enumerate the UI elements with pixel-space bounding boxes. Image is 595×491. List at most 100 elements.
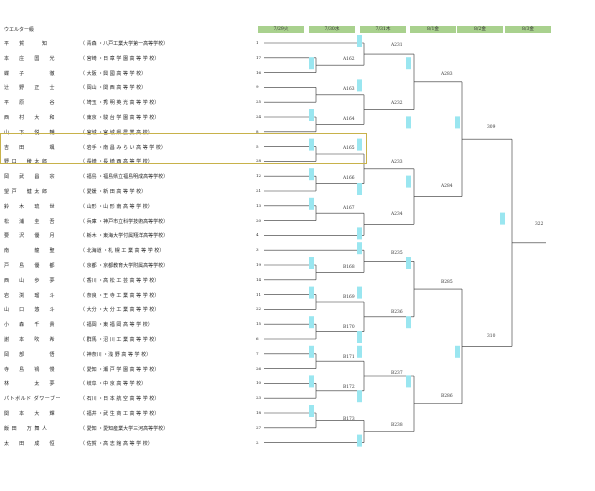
match-label: A163 <box>343 87 355 92</box>
seed-number: 24 <box>256 114 262 119</box>
player-row: 小 森 千 貴 （ 福岡 ・東 福 岡 高 等 学 校） 15 <box>4 318 266 330</box>
progress-marker <box>357 345 362 358</box>
player-name: 南 龍 聖 <box>4 248 56 255</box>
player-row: 西 山 歩 夢 （ 香川 ・高 松 工 芸 高 等 学 校） 14 <box>4 274 266 286</box>
player-name: 林 太 夢 <box>4 381 56 388</box>
player-row: 太 田 成 恒 （ 佐賀 ・高 志 館 高 等 学 校） 2 <box>4 437 266 449</box>
date-header-6: 8/3金 <box>505 26 551 33</box>
player-row: 林 太 夢 （ 岐阜 ・中 京 高 等 学 校） 10 <box>4 377 266 389</box>
progress-marker <box>309 138 314 151</box>
progress-marker <box>357 286 362 299</box>
player-row: 飯 田 万 舞 人 （ 愛知 ・愛知産業大学三河高等学校） 27 <box>4 422 266 434</box>
player-school: （ 岐阜 ・中 京 高 等 学 校） <box>80 381 147 388</box>
seed-number: 21 <box>256 188 262 193</box>
match-label: B168 <box>343 265 355 270</box>
match-label: B286 <box>441 394 453 399</box>
player-school: （ 山形 ・山 形 南 高 等 学 校） <box>80 203 153 210</box>
match-label: B285 <box>441 280 453 285</box>
seed-number: 27 <box>256 424 262 430</box>
player-row: 野 口 稜 太 郎 （ 長崎 ・長 崎 西 高 等 学 校） 28 <box>4 155 266 167</box>
match-label: A234 <box>391 212 403 217</box>
match-label: A284 <box>441 184 453 189</box>
player-row: 関 本 大 輝 （ 福井 ・武 生 商 工 高 等 学 校） 18 <box>4 407 266 419</box>
seed-number: 15 <box>256 321 262 327</box>
player-school: （ 京都 ・京都教育大学附属高等学校） <box>80 263 169 269</box>
player-school: （ 愛知 ・瀬 戸 学 園 高 等 学 校） <box>80 366 160 373</box>
progress-marker <box>357 390 362 403</box>
player-school: （ 岡山 ・関 西 高 等 学 校） <box>80 85 147 92</box>
progress-marker <box>455 345 460 358</box>
highlight-box <box>0 133 367 164</box>
seed-number: 13 <box>256 202 262 208</box>
match-label: A162 <box>343 57 355 62</box>
match-label: B169 <box>343 295 355 300</box>
player-name: 太 田 成 恒 <box>4 440 56 447</box>
player-row: 本 庄 国 光 （ 宮崎 ・日 章 学 園 高 等 学 校） 17 <box>4 52 266 64</box>
player-row: 寺 島 鴇 慢 （ 愛知 ・瀬 戸 学 園 高 等 学 校） 26 <box>4 363 266 375</box>
progress-marker <box>406 316 411 329</box>
match-label: 309 <box>487 125 496 130</box>
progress-marker <box>309 168 314 181</box>
player-school: （ 神奈川 ・浅 野 高 等 学 校） <box>80 351 152 358</box>
date-header-4: 8/1金 <box>410 26 456 33</box>
seed-number: 9 <box>256 84 259 90</box>
player-row: 松 浦 圭 吾 （ 兵庫 ・神戸市立科学技術高等学校） 20 <box>4 215 266 227</box>
progress-marker <box>357 331 362 343</box>
division-title: ウエルター級 <box>4 27 35 33</box>
player-name: 山 下 悦 輔 <box>4 129 56 136</box>
match-label: 322 <box>535 222 544 227</box>
progress-marker <box>357 183 362 195</box>
seed-number: 8 <box>256 128 259 134</box>
player-name: 吉 田 颯 <box>4 144 56 151</box>
player-school: （ 長崎 ・長 崎 西 高 等 学 校） <box>80 159 153 166</box>
player-school: （ 北海道 ・札 幌 工 業 高 等 学 校） <box>80 248 165 255</box>
player-school: （ 青森 ・八戸工業大学第一高等学校） <box>80 41 169 47</box>
seed-number: 4 <box>256 232 259 238</box>
player-row: 岡 武 昌 宗 （ 福島 ・福島県立福島明成高等学校） 12 <box>4 170 266 182</box>
seed-number: 25 <box>256 99 262 105</box>
progress-marker <box>309 286 314 299</box>
player-name: 岩 渕 瑠 斗 <box>4 292 56 299</box>
progress-marker <box>406 116 411 129</box>
player-name: 平 原 谷 <box>4 100 56 107</box>
match-label: A283 <box>441 72 453 77</box>
player-row: 謝 本 吹 希 （ 群馬 ・沼 川 工 業 高 等 学 校） 6 <box>4 333 266 345</box>
player-row: 平 賀 知 （ 青森 ・八戸工業大学第一高等学校） 1 <box>4 37 266 49</box>
player-name: 辻 野 正 士 <box>4 85 56 92</box>
progress-marker <box>309 345 314 358</box>
progress-marker <box>309 109 314 121</box>
player-name: パトボルド ダワーブー <box>4 396 61 403</box>
player-name: 謝 本 吹 希 <box>4 337 56 343</box>
match-label: A232 <box>391 101 403 106</box>
match-label: A233 <box>391 160 403 165</box>
progress-marker <box>357 434 362 447</box>
match-label: A231 <box>391 43 403 48</box>
player-name: 岡 武 昌 宗 <box>4 174 56 181</box>
player-name: 平 賀 知 <box>4 41 48 47</box>
match-label: B236 <box>391 310 403 315</box>
seed-number: 14 <box>256 276 262 282</box>
date-header-2: 7/30水 <box>309 26 355 33</box>
player-row: 山 下 悦 輔 （ 宮城 ・宮 城 県 農 業 高 校） 8 <box>4 126 266 138</box>
progress-marker <box>309 405 314 417</box>
player-name: 西 山 歩 夢 <box>4 277 56 284</box>
progress-marker <box>406 257 411 269</box>
player-row: 山 口 悠 斗 （ 大分 ・大 分 工 業 高 等 学 校） 22 <box>4 303 266 315</box>
player-row: 要 沢 優 月 （ 栃木 ・東海大学付属翔洋高等学校） 4 <box>4 229 266 241</box>
player-name: 蝶 子 徹 <box>4 70 56 77</box>
date-header-3: 7/31木 <box>360 26 406 33</box>
progress-marker <box>500 212 505 225</box>
seed-number: 2 <box>256 439 259 445</box>
player-school: （ 福井 ・武 生 商 工 高 等 学 校） <box>80 411 160 417</box>
player-school: （ 宮崎 ・日 章 学 園 高 等 学 校） <box>80 55 160 62</box>
seed-number: 20 <box>256 217 262 223</box>
player-row: 岡 部 悟 （ 神奈川 ・浅 野 高 等 学 校） 7 <box>4 348 266 360</box>
progress-marker <box>455 116 460 129</box>
seed-number: 28 <box>256 158 262 164</box>
progress-marker <box>309 57 314 70</box>
match-label: B171 <box>343 355 355 360</box>
player-school: （ 宮城 ・宮 城 県 農 業 高 校） <box>80 129 153 136</box>
player-name: 要 沢 優 月 <box>4 233 56 240</box>
